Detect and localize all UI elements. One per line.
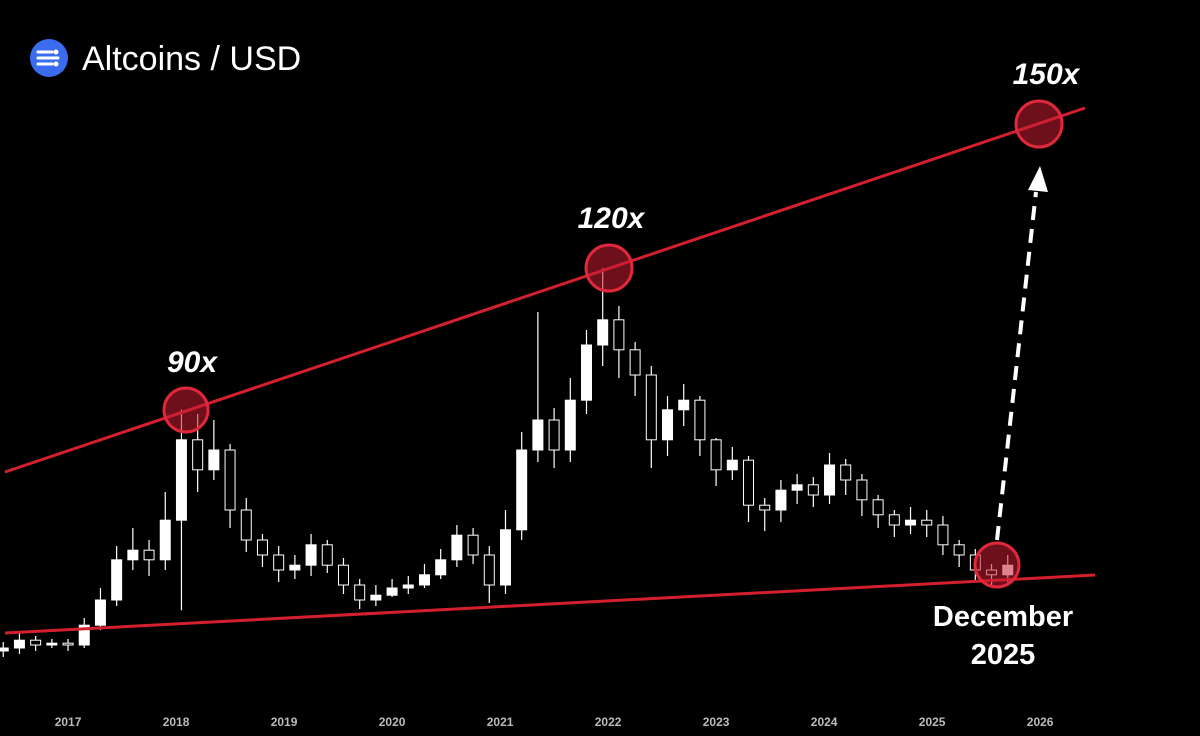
x-tick-label: 2022 (595, 715, 622, 729)
candle-body (937, 524, 949, 546)
x-tick-label: 2021 (487, 715, 514, 729)
candle-body (435, 559, 447, 576)
candle-body (499, 529, 511, 586)
candle-body (451, 534, 463, 561)
candle-body (483, 554, 495, 586)
candle-body (807, 484, 819, 496)
x-tick-label: 2017 (55, 715, 82, 729)
candle-body (532, 419, 544, 451)
candle-body (386, 587, 398, 596)
x-tick-label: 2024 (811, 715, 838, 729)
candle-body (678, 399, 690, 411)
candle-body (354, 584, 366, 601)
candle-body (791, 484, 803, 491)
annotation: 90x (167, 346, 218, 379)
candle-body (824, 464, 836, 496)
candle-body (856, 479, 868, 501)
candle-body (548, 419, 560, 451)
candle-body (175, 439, 187, 521)
candle-body (0, 647, 9, 652)
candle-body (694, 399, 706, 441)
candle-body (953, 544, 965, 556)
candle-body (30, 639, 42, 646)
candle-body (256, 539, 268, 556)
candle-body (13, 639, 25, 649)
candle-body (564, 399, 576, 451)
candle-body (905, 519, 917, 526)
annotation: 150x (1013, 58, 1081, 91)
candle-body (888, 514, 900, 526)
candle-body (710, 439, 722, 471)
candle-body (111, 559, 123, 601)
candle-body (78, 624, 90, 646)
candle-body (418, 574, 430, 586)
candle-body (337, 564, 349, 586)
candle-body (645, 374, 657, 441)
candle-body (597, 319, 609, 346)
candle-body (743, 459, 755, 506)
candle-body (726, 459, 738, 471)
x-tick-label: 2020 (379, 715, 406, 729)
candle-body (662, 409, 674, 441)
candle-body (62, 642, 74, 646)
annotation: December 2025 (932, 601, 1074, 671)
candle-body (208, 449, 220, 471)
candle-body (872, 499, 884, 516)
candle-body (240, 509, 252, 541)
markers (162, 99, 1064, 589)
candle-body (94, 599, 106, 626)
x-tick-label: 2025 (919, 715, 946, 729)
candle-body (273, 554, 285, 571)
x-tick-label: 2023 (703, 715, 730, 729)
candle-body (159, 519, 171, 561)
candle-body (305, 544, 317, 566)
logo (30, 39, 68, 77)
candle-body (224, 449, 236, 511)
x-tick-label: 2018 (163, 715, 190, 729)
candle-body (629, 349, 641, 376)
candle-body (289, 564, 301, 571)
support-line (4, 573, 1096, 635)
candle-body (921, 519, 933, 526)
candle-body (467, 534, 479, 556)
candle-body (840, 464, 852, 481)
candle-body (192, 439, 204, 471)
candle-body (775, 489, 787, 511)
chart-title: Altcoins / USD (82, 40, 301, 78)
candle-body (613, 319, 625, 351)
candle-body (370, 594, 382, 601)
candle-body (127, 549, 139, 561)
arrow-head (1028, 166, 1048, 192)
x-tick-label: 2026 (1027, 715, 1054, 729)
candle-body (46, 642, 58, 646)
candle-body (759, 504, 771, 511)
candle-body (402, 584, 414, 589)
candle-body (580, 344, 592, 401)
arrow-shaft (995, 191, 1038, 541)
candle-body (516, 449, 528, 531)
x-tick-label: 2019 (271, 715, 298, 729)
annotation: 120x (578, 202, 646, 235)
candle-body (143, 549, 155, 561)
candle-body (321, 544, 333, 566)
